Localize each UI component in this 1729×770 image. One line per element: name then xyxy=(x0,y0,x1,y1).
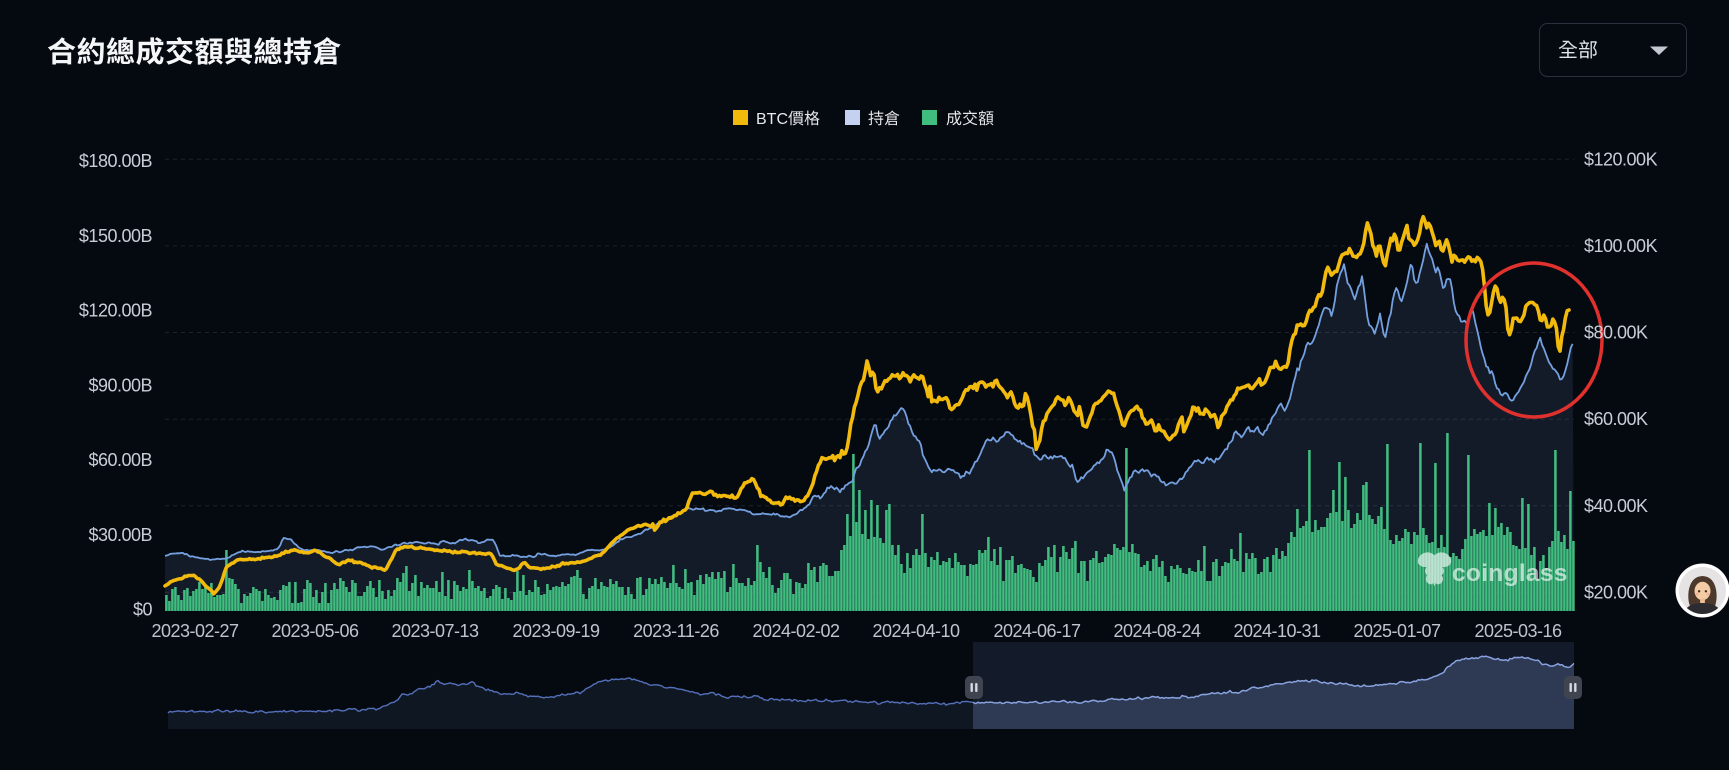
svg-text:$150.00B: $150.00B xyxy=(79,226,153,246)
svg-text:2023-11-26: 2023-11-26 xyxy=(633,621,719,641)
svg-text:2024-06-17: 2024-06-17 xyxy=(993,621,1081,641)
svg-text:$100.00K: $100.00K xyxy=(1584,236,1658,256)
svg-text:2024-02-02: 2024-02-02 xyxy=(752,621,840,641)
svg-text:BTC: BTC xyxy=(756,111,788,128)
svg-text:2025-03-16: 2025-03-16 xyxy=(1474,621,1562,641)
svg-text:2023-05-06: 2023-05-06 xyxy=(271,621,359,641)
svg-text:$60.00K: $60.00K xyxy=(1584,409,1648,429)
svg-text:$40.00K: $40.00K xyxy=(1584,496,1648,516)
svg-text:2024-04-10: 2024-04-10 xyxy=(872,621,960,641)
svg-text:2023-02-27: 2023-02-27 xyxy=(151,621,239,641)
svg-text:$60.00B: $60.00B xyxy=(88,450,152,470)
svg-text:2024-10-31: 2024-10-31 xyxy=(1233,621,1321,641)
svg-text:2023-07-13: 2023-07-13 xyxy=(391,621,479,641)
svg-text:$120.00K: $120.00K xyxy=(1584,149,1658,169)
svg-text:$30.00B: $30.00B xyxy=(88,525,152,545)
svg-text:$180.00B: $180.00B xyxy=(79,151,153,171)
svg-text:2025-01-07: 2025-01-07 xyxy=(1353,621,1441,641)
svg-text:$20.00K: $20.00K xyxy=(1584,582,1648,602)
svg-text:$120.00B: $120.00B xyxy=(79,301,153,321)
svg-text:coinglass: coinglass xyxy=(1452,560,1568,587)
svg-text:$80.00K: $80.00K xyxy=(1584,323,1648,343)
svg-text:2023-09-19: 2023-09-19 xyxy=(512,621,600,641)
svg-text:2024-08-24: 2024-08-24 xyxy=(1113,621,1201,641)
svg-text:$0: $0 xyxy=(133,600,153,620)
svg-text:$90.00B: $90.00B xyxy=(88,375,152,395)
